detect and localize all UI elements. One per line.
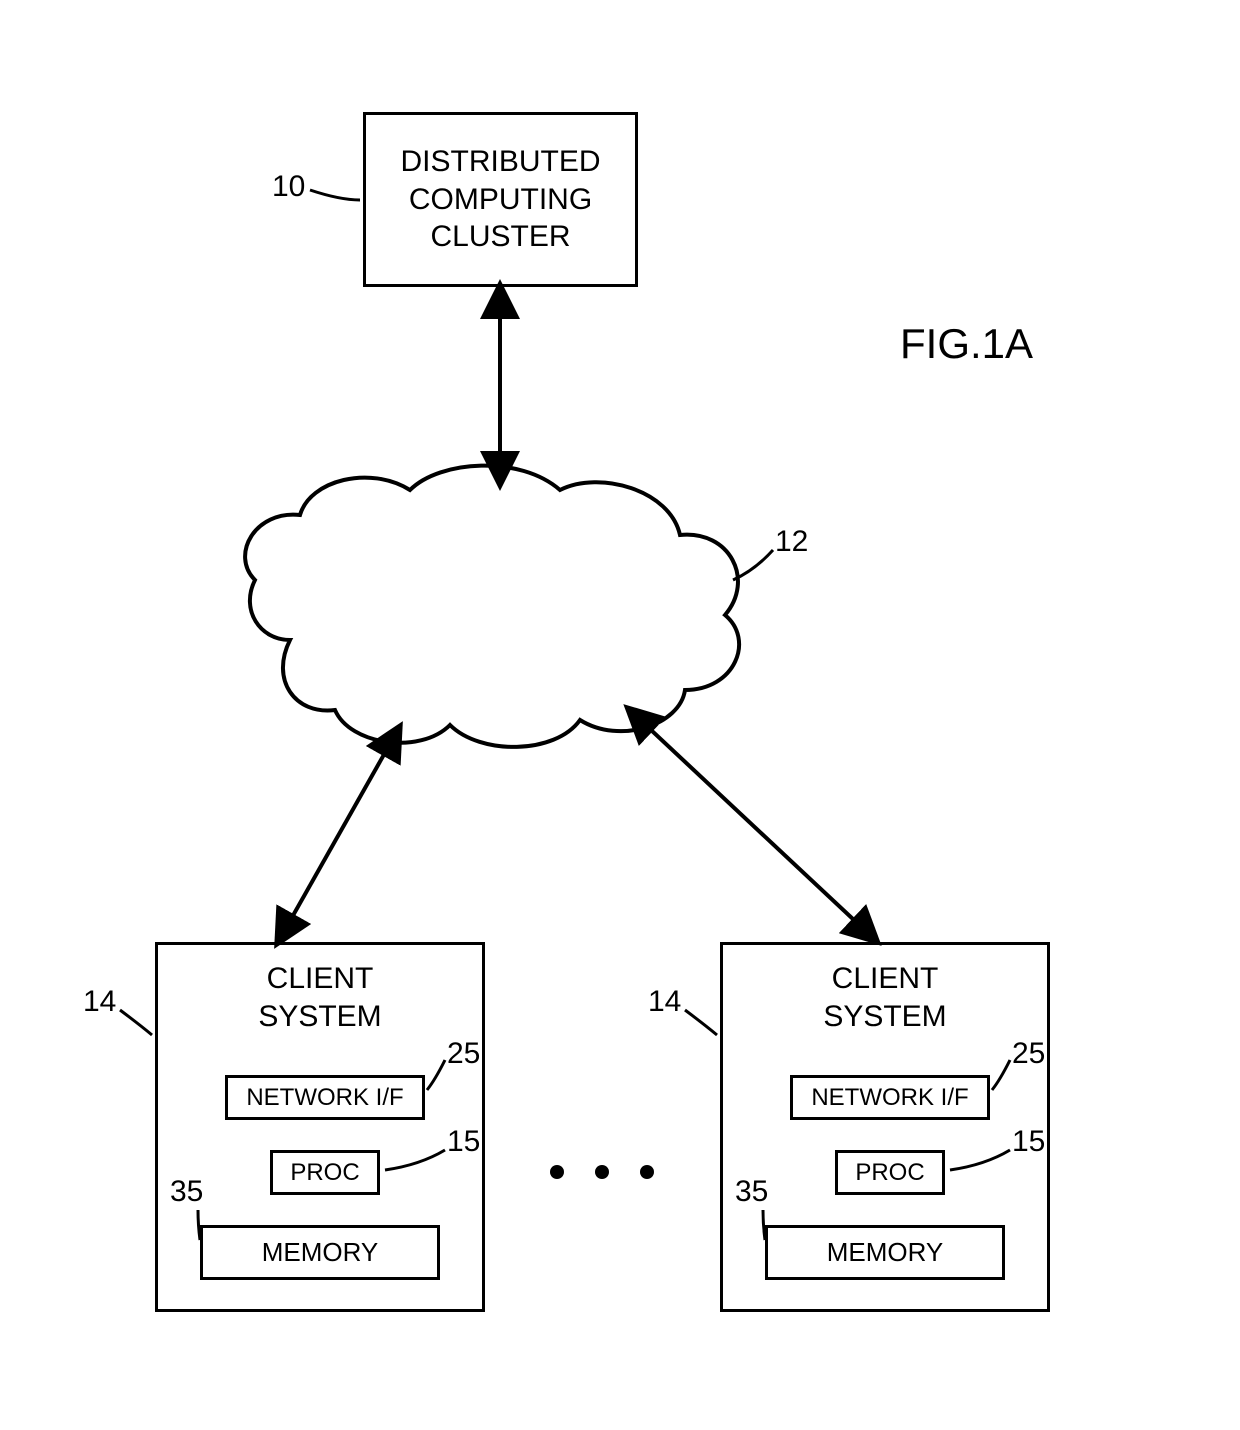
client-left-ref: 14 <box>83 985 116 1019</box>
client-left-netif-box: NETWORK I/F <box>225 1075 425 1120</box>
cluster-box: DISTRIBUTED COMPUTING CLUSTER <box>363 112 638 287</box>
figure-label: FIG.1A <box>900 320 1033 368</box>
client-left-memory-box: MEMORY <box>200 1225 440 1280</box>
client-left-memory-ref: 35 <box>170 1175 203 1209</box>
client-left-proc-label: PROC <box>290 1159 359 1187</box>
leader-10 <box>310 190 360 200</box>
client-right-netif-ref: 25 <box>1012 1037 1045 1071</box>
client-left-proc-ref: 15 <box>447 1125 480 1159</box>
network-ref: 12 <box>775 525 808 559</box>
arrow-network-client-right <box>635 715 870 935</box>
client-left-label: CLIENT SYSTEM <box>158 960 482 1035</box>
client-right-proc-label: PROC <box>855 1159 924 1187</box>
client-left-memory-label: MEMORY <box>262 1237 379 1268</box>
client-right-netif-box: NETWORK I/F <box>790 1075 990 1120</box>
client-right-proc-box: PROC <box>835 1150 945 1195</box>
client-left-proc-box: PROC <box>270 1150 380 1195</box>
network-label: NETWORK <box>445 605 598 639</box>
client-right-netif-label: NETWORK I/F <box>811 1084 968 1112</box>
client-left-netif-ref: 25 <box>447 1037 480 1071</box>
ellipsis-dot <box>640 1165 654 1179</box>
client-right-memory-label: MEMORY <box>827 1237 944 1268</box>
cluster-label: DISTRIBUTED COMPUTING CLUSTER <box>400 143 600 256</box>
ellipsis-dot <box>595 1165 609 1179</box>
arrow-network-client-left <box>282 735 395 935</box>
client-right-memory-ref: 35 <box>735 1175 768 1209</box>
leader-14-left <box>120 1010 152 1035</box>
client-right-proc-ref: 15 <box>1012 1125 1045 1159</box>
client-right-label: CLIENT SYSTEM <box>723 960 1047 1035</box>
ellipsis-dot <box>550 1165 564 1179</box>
client-left-netif-label: NETWORK I/F <box>246 1084 403 1112</box>
cluster-ref: 10 <box>272 170 305 204</box>
leader-12 <box>733 550 773 580</box>
client-right-ref: 14 <box>648 985 681 1019</box>
leader-14-right <box>685 1010 717 1035</box>
client-right-memory-box: MEMORY <box>765 1225 1005 1280</box>
